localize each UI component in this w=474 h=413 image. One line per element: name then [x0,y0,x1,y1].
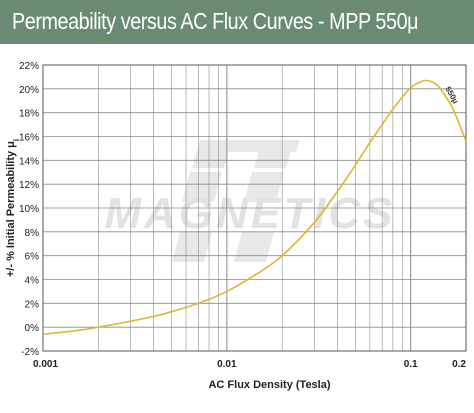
y-tick-label: 6% [25,252,40,263]
y-tick-label: 20% [19,85,39,96]
y-tick-label: 18% [19,109,39,120]
grid [42,64,467,352]
y-tick-label: 8% [25,228,40,239]
chart-svg: MAGNETICS 22% 20% 18% 16% 14% 12% 10% 8% 6% 4% 2% 0… [5,61,467,391]
y-axis-label-subscript: i [12,139,21,141]
labels-layer: 22% 20% 18% 16% 14% 12% 10% 8% 6% 4% 2% 0% -2%0.001 0… [5,61,466,391]
magnetics-logo-watermark: MAGNETICS [105,140,396,262]
y-tick-label: 10% [19,204,39,215]
y-tick-label: 16% [19,133,39,144]
plot-frame [42,64,467,352]
series-line-550u [42,79,467,336]
y-tick-label: 12% [19,180,39,191]
chart-title: Permeability versus AC Flux Curves - MPP… [12,8,419,34]
y-tick-label: 14% [19,156,39,167]
watermark-text: MAGNETICS [105,189,396,238]
x-tick-label: 0.001 [33,359,58,370]
y-tick-label: 22% [19,61,39,72]
x-axis-label: AC Flux Density (Tesla) [208,379,330,391]
axes [42,64,467,352]
series-layer [42,79,467,336]
y-tick-label: 0% [25,323,40,334]
y-tick-label: 4% [25,276,40,287]
title-bar: Permeability versus AC Flux Curves - MPP… [0,0,474,44]
y-tick-label: 2% [25,299,40,310]
y-axis-label: +/- % Initial Permeability μi [5,139,21,277]
x-tick-label: 0.1 [404,359,418,370]
x-tick-label: 0.01 [217,359,237,370]
y-tick-label: -2% [21,347,39,358]
x-tick-label: 0.2 [452,359,466,370]
